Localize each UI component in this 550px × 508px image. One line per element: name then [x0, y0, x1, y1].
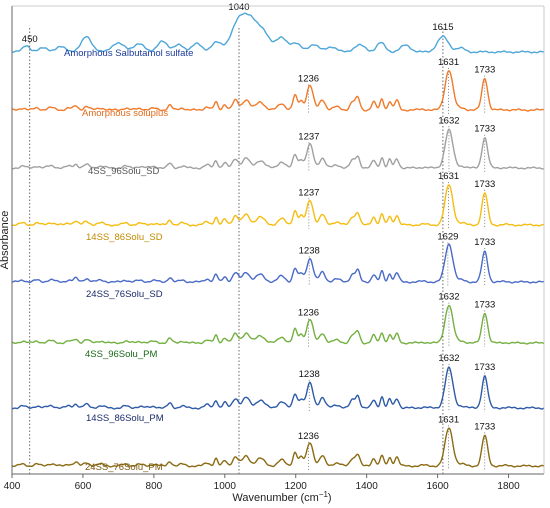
peak-label: 1733 — [474, 237, 495, 248]
series-label: 14SS_86Solu_PM — [86, 413, 164, 424]
peak-label: 1236 — [298, 73, 319, 84]
x-tick-label: 1600 — [426, 481, 449, 492]
axes — [11, 5, 545, 475]
series-line — [11, 184, 545, 227]
series-line — [11, 12, 545, 54]
spectra-series — [11, 12, 545, 468]
series-line — [11, 128, 545, 170]
series-line — [11, 366, 545, 410]
x-tick-label: 400 — [4, 481, 21, 492]
peak-label: 1237 — [298, 131, 319, 142]
x-tick-label: 600 — [75, 481, 92, 492]
peak-labels: 450 1040 1615 1236 1631 1733 1237 1632 1733 1237 1… — [22, 2, 496, 442]
peak-label: 1629 — [437, 232, 458, 243]
x-tick-label: 800 — [146, 481, 163, 492]
peak-label: 1632 — [438, 292, 459, 303]
peak-label: 450 — [22, 34, 38, 45]
series-label: 4SS_96Solu_PM — [85, 349, 157, 360]
peak-label: 1040 — [228, 2, 249, 13]
peak-guide-lines — [308, 67, 486, 470]
x-tick-label: 1200 — [285, 481, 308, 492]
peak-label: 1631 — [438, 171, 459, 182]
peak-label: 1236 — [298, 308, 319, 319]
peak-label: 1733 — [474, 124, 495, 135]
series-line — [11, 243, 545, 284]
peak-label: 1238 — [299, 369, 320, 380]
peak-label: 1238 — [299, 245, 320, 256]
peak-label: 1733 — [474, 179, 495, 190]
series-label: 4SS_96Solu_SD — [88, 166, 159, 177]
reference-lines — [29, 28, 444, 474]
peak-label: 1615 — [432, 22, 453, 33]
peak-label: 1733 — [474, 65, 495, 76]
peak-label: 1631 — [438, 414, 459, 425]
series-label: 24SS_76Solu_SD — [86, 289, 163, 300]
peak-label: 1733 — [474, 421, 495, 432]
series-line — [11, 69, 545, 112]
x-tick-label: 1000 — [214, 481, 237, 492]
series-label: Amorphous Salbutamol sulfate — [64, 48, 193, 59]
series-label: 24SS_76Solu_PM — [85, 462, 163, 473]
peak-label: 1632 — [438, 115, 459, 126]
x-tick-label: 1400 — [356, 481, 379, 492]
peak-label: 1733 — [474, 300, 495, 311]
series-line — [11, 427, 545, 468]
series-label: 14SS_86Solu_SD — [86, 232, 163, 243]
peak-label: 1632 — [438, 353, 459, 364]
y-axis-title: Absorbance — [0, 211, 11, 270]
x-axis-ticks: 400 600 800 1000 1200 1400 1600 1800 — [4, 474, 520, 492]
peak-label: 1631 — [438, 57, 459, 68]
series-labels: Amorphous Salbutamol sulfate Amorphous so… — [64, 48, 193, 473]
series-label: Amorphous soluplus — [82, 108, 168, 119]
peak-label: 1237 — [298, 187, 319, 198]
peak-label: 1733 — [474, 362, 495, 373]
x-axis-title: Wavenumber (cm−1) — [232, 490, 331, 504]
x-tick-label: 1800 — [497, 481, 520, 492]
series-line — [11, 304, 545, 345]
peak-label: 1236 — [298, 431, 319, 442]
